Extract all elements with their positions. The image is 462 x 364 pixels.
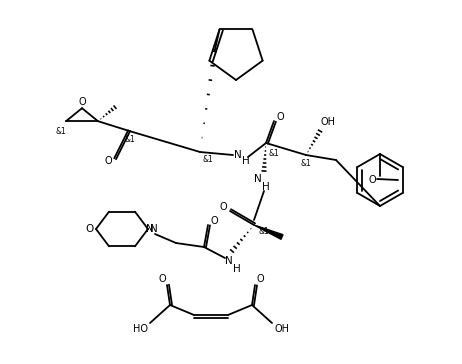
Text: HO: HO [133, 324, 147, 334]
Text: &1: &1 [268, 149, 280, 158]
Text: O: O [86, 224, 94, 234]
Text: H: H [233, 264, 241, 274]
Text: O: O [78, 97, 86, 107]
Polygon shape [254, 225, 283, 239]
Text: H: H [242, 156, 250, 166]
Text: N: N [225, 256, 233, 266]
Text: N: N [146, 224, 154, 234]
Text: N: N [234, 150, 242, 160]
Text: OH: OH [274, 324, 290, 334]
Text: O: O [158, 274, 166, 284]
Text: O: O [368, 175, 376, 185]
Text: &1: &1 [55, 127, 67, 136]
Text: O: O [104, 156, 112, 166]
Text: &1: &1 [203, 154, 213, 163]
Text: &1: &1 [259, 226, 269, 236]
Text: N: N [150, 224, 158, 234]
Text: &1: &1 [125, 135, 135, 144]
Text: O: O [276, 112, 284, 122]
Text: &1: &1 [301, 159, 311, 169]
Text: N: N [254, 174, 262, 184]
Text: H: H [262, 182, 270, 192]
Text: O: O [219, 202, 227, 212]
Text: OH: OH [321, 117, 335, 127]
Text: O: O [210, 216, 218, 226]
Text: O: O [256, 274, 264, 284]
